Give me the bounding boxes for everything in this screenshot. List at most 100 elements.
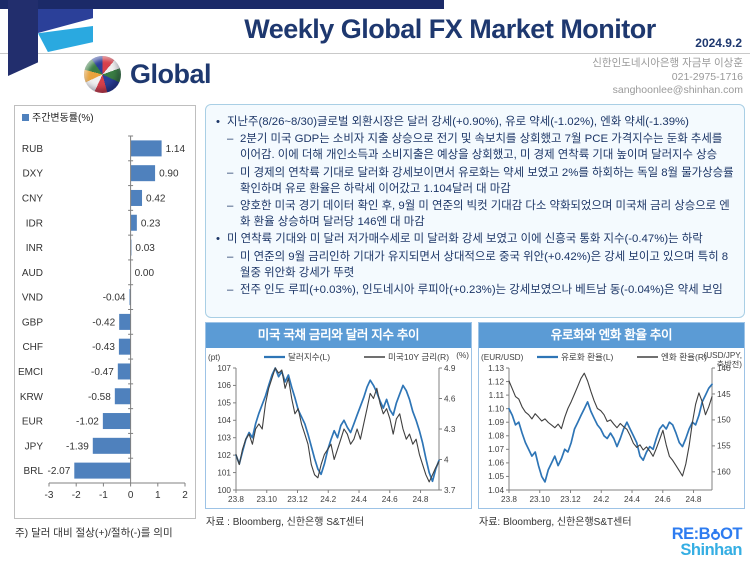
svg-text:140: 140 <box>717 364 731 373</box>
svg-text:160: 160 <box>717 468 731 477</box>
weekly-commentary-panel: • 지난주(8/26~8/30)글로벌 외환시장은 달러 강세(+0.90%), … <box>205 104 745 318</box>
svg-text:-0.43: -0.43 <box>92 342 115 353</box>
svg-text:-0.04: -0.04 <box>103 293 126 304</box>
svg-text:(%): (%) <box>456 351 469 360</box>
commentary-text: 2분기 미국 GDP는 소비자 지출 상승으로 전기 및 속보치를 상회했고 7… <box>240 133 723 162</box>
reboot-shinhan-logo: RE:B OT Shinhan <box>671 525 743 559</box>
svg-text:1.13: 1.13 <box>488 364 504 373</box>
bullet-dash-marker: – <box>227 250 234 263</box>
contact-email[interactable]: sanghoonlee@shinhan.com <box>612 84 743 96</box>
svg-text:달러지수(L): 달러지수(L) <box>288 351 330 362</box>
svg-text:107: 107 <box>217 364 231 373</box>
svg-text:IDR: IDR <box>26 218 43 229</box>
eur-jpy-chart: 유로화와 엔화 환율 추이 (EUR/USD) (USD/JPY, 축반전) 유로화 … <box>478 322 745 509</box>
contact-team: 신한인도네시아은행 자금부 이상훈 <box>592 57 743 69</box>
svg-text:106: 106 <box>217 381 231 390</box>
commentary-text: 미 경제의 연착륙 기대로 달러화 강세보이면서 유로화는 약세 보였고 2%를… <box>240 166 734 195</box>
svg-text:1.08: 1.08 <box>488 432 504 441</box>
svg-text:145: 145 <box>717 390 731 399</box>
header-ribbon-fold-navy <box>8 0 38 76</box>
svg-text:EMCI: EMCI <box>18 367 43 378</box>
svg-text:2: 2 <box>182 490 188 501</box>
svg-text:0.90: 0.90 <box>159 169 179 180</box>
svg-text:24.4: 24.4 <box>351 495 367 504</box>
svg-text:24.4: 24.4 <box>624 495 640 504</box>
svg-text:-1: -1 <box>99 490 108 501</box>
svg-text:150: 150 <box>717 416 731 425</box>
svg-text:INR: INR <box>26 243 43 254</box>
header-ribbon-band <box>0 0 444 9</box>
svg-text:0.00: 0.00 <box>135 268 155 279</box>
reboot-text-prefix: RE:B <box>671 525 711 543</box>
commentary-bullet: – 미 연준의 9월 금리인하 기대가 유지되면서 상대적으로 중국 위안(+0.… <box>227 249 734 281</box>
us-rates-dollar-chart-title: 미국 국채 금리와 달러 지수 추이 <box>206 323 471 348</box>
svg-text:1.05: 1.05 <box>488 472 504 481</box>
svg-text:4.9: 4.9 <box>444 364 456 373</box>
shinhan-logo-text: Shinhan <box>680 541 742 559</box>
commentary-bullet: • 지난주(8/26~8/30)글로벌 외환시장은 달러 강세(+0.90%), … <box>216 114 734 130</box>
svg-text:23.10: 23.10 <box>530 495 551 504</box>
bar-chart-note: 주) 달러 대비 절상(+)/절하(-)를 의미 <box>15 527 173 539</box>
svg-text:24.2: 24.2 <box>320 495 336 504</box>
contact-block: 신한인도네시아은행 자금부 이상훈 021-2975-1716 sanghoon… <box>592 57 743 98</box>
commentary-text: 양호한 미국 경기 데이터 확인 후, 9월 미 연준의 빅컷 기대감 다소 약… <box>240 199 730 229</box>
svg-text:GBP: GBP <box>22 317 43 328</box>
svg-text:1.10: 1.10 <box>488 404 504 413</box>
reboot-text-suffix: OT <box>720 525 742 543</box>
svg-text:4: 4 <box>444 455 449 464</box>
svg-text:3.7: 3.7 <box>444 486 456 495</box>
svg-text:-1.39: -1.39 <box>66 441 89 452</box>
svg-text:1.14: 1.14 <box>166 144 186 155</box>
commentary-text: 지난주(8/26~8/30)글로벌 외환시장은 달러 강세(+0.90%), 유… <box>227 116 689 128</box>
header-divider <box>0 53 750 54</box>
svg-text:1.11: 1.11 <box>489 391 505 400</box>
svg-text:102: 102 <box>217 451 231 460</box>
svg-text:KRW: KRW <box>20 392 44 403</box>
bullet-dash-marker: – <box>227 283 234 296</box>
svg-text:-3: -3 <box>45 490 54 501</box>
commentary-bullet: –2분기 미국 GDP는 소비자 지출 상승으로 전기 및 속보치를 상회했고 … <box>227 131 734 163</box>
bullet-dot-marker: • <box>216 116 220 128</box>
svg-text:미국10Y 금리(R): 미국10Y 금리(R) <box>388 352 449 362</box>
svg-text:103: 103 <box>217 434 231 443</box>
us-rates-dollar-chart-svg: (pt) (%) 달러지수(L) 미국10Y 금리(R) 100 101 102 103 104… <box>208 351 469 504</box>
svg-text:24.6: 24.6 <box>655 495 671 504</box>
svg-text:24.6: 24.6 <box>382 495 398 504</box>
weekly-change-chart: 주간변동률(%) RUB 1.14 DXY 0.90 CNY 0.42 IDR 0.23 INR 0… <box>14 105 196 519</box>
svg-text:23.8: 23.8 <box>501 495 517 504</box>
svg-text:23.10: 23.10 <box>257 495 278 504</box>
svg-text:155: 155 <box>717 442 731 451</box>
svg-text:1.12: 1.12 <box>488 377 504 386</box>
svg-text:0: 0 <box>128 490 134 501</box>
svg-text:VND: VND <box>22 293 43 304</box>
commentary-text: 전주 인도 루피(+0.03%), 인도네시아 루피아(+0.23%)는 강세보… <box>240 283 723 296</box>
svg-text:1.06: 1.06 <box>488 459 504 468</box>
commentary-bullet: • 미 연착륙 기대와 미 달러 저가매수세로 미 달러화 강세 보였고 이에 신… <box>216 231 734 247</box>
svg-text:유로화 환율(L): 유로화 환율(L) <box>561 351 614 362</box>
commentary-bullet: – 미 경제의 연착륙 기대로 달러화 강세보이면서 유로화는 약세 보였고 2%… <box>227 165 734 197</box>
us-rates-dollar-chart: 미국 국채 금리와 달러 지수 추이 (pt) (%) 달러지수(L) 미국10Y 금… <box>205 322 472 509</box>
svg-text:CHF: CHF <box>22 342 43 353</box>
svg-text:JPY: JPY <box>25 441 44 452</box>
commentary-text: 미 연착륙 기대와 미 달러 저가매수세로 미 달러화 강세 보였고 이에 신흥… <box>227 233 703 246</box>
bullet-dash-marker: – <box>227 199 234 212</box>
svg-text:0.23: 0.23 <box>141 218 161 229</box>
svg-text:23.12: 23.12 <box>560 495 581 504</box>
svg-text:4.6: 4.6 <box>444 394 456 403</box>
weekly-change-bar-svg: 주간변동률(%) RUB 1.14 DXY 0.90 CNY 0.42 IDR 0.23 INR 0… <box>18 112 188 501</box>
svg-text:1.04: 1.04 <box>488 486 504 495</box>
svg-text:EUR: EUR <box>22 417 43 428</box>
bullet-dash-marker: – <box>227 133 234 146</box>
commentary-bullet: – 전주 인도 루피(+0.03%), 인도네시아 루피아(+0.23%)는 강세… <box>227 282 734 298</box>
svg-text:주간변동률(%): 주간변동률(%) <box>32 112 94 124</box>
svg-text:(pt): (pt) <box>208 353 221 362</box>
svg-text:0.03: 0.03 <box>135 243 155 254</box>
us-chart-source: 자료 : Bloomberg, 신한은행 S&T센터 <box>206 517 365 528</box>
svg-text:1.09: 1.09 <box>488 418 504 427</box>
svg-text:RUB: RUB <box>22 144 43 155</box>
svg-text:AUD: AUD <box>22 268 43 279</box>
eur-jpy-chart-source: 자료: Bloomberg, 신한은행S&T센터 <box>479 517 632 528</box>
svg-text:(EUR/USD): (EUR/USD) <box>481 353 524 362</box>
svg-text:24.2: 24.2 <box>593 495 609 504</box>
svg-text:-2.07: -2.07 <box>47 466 70 477</box>
